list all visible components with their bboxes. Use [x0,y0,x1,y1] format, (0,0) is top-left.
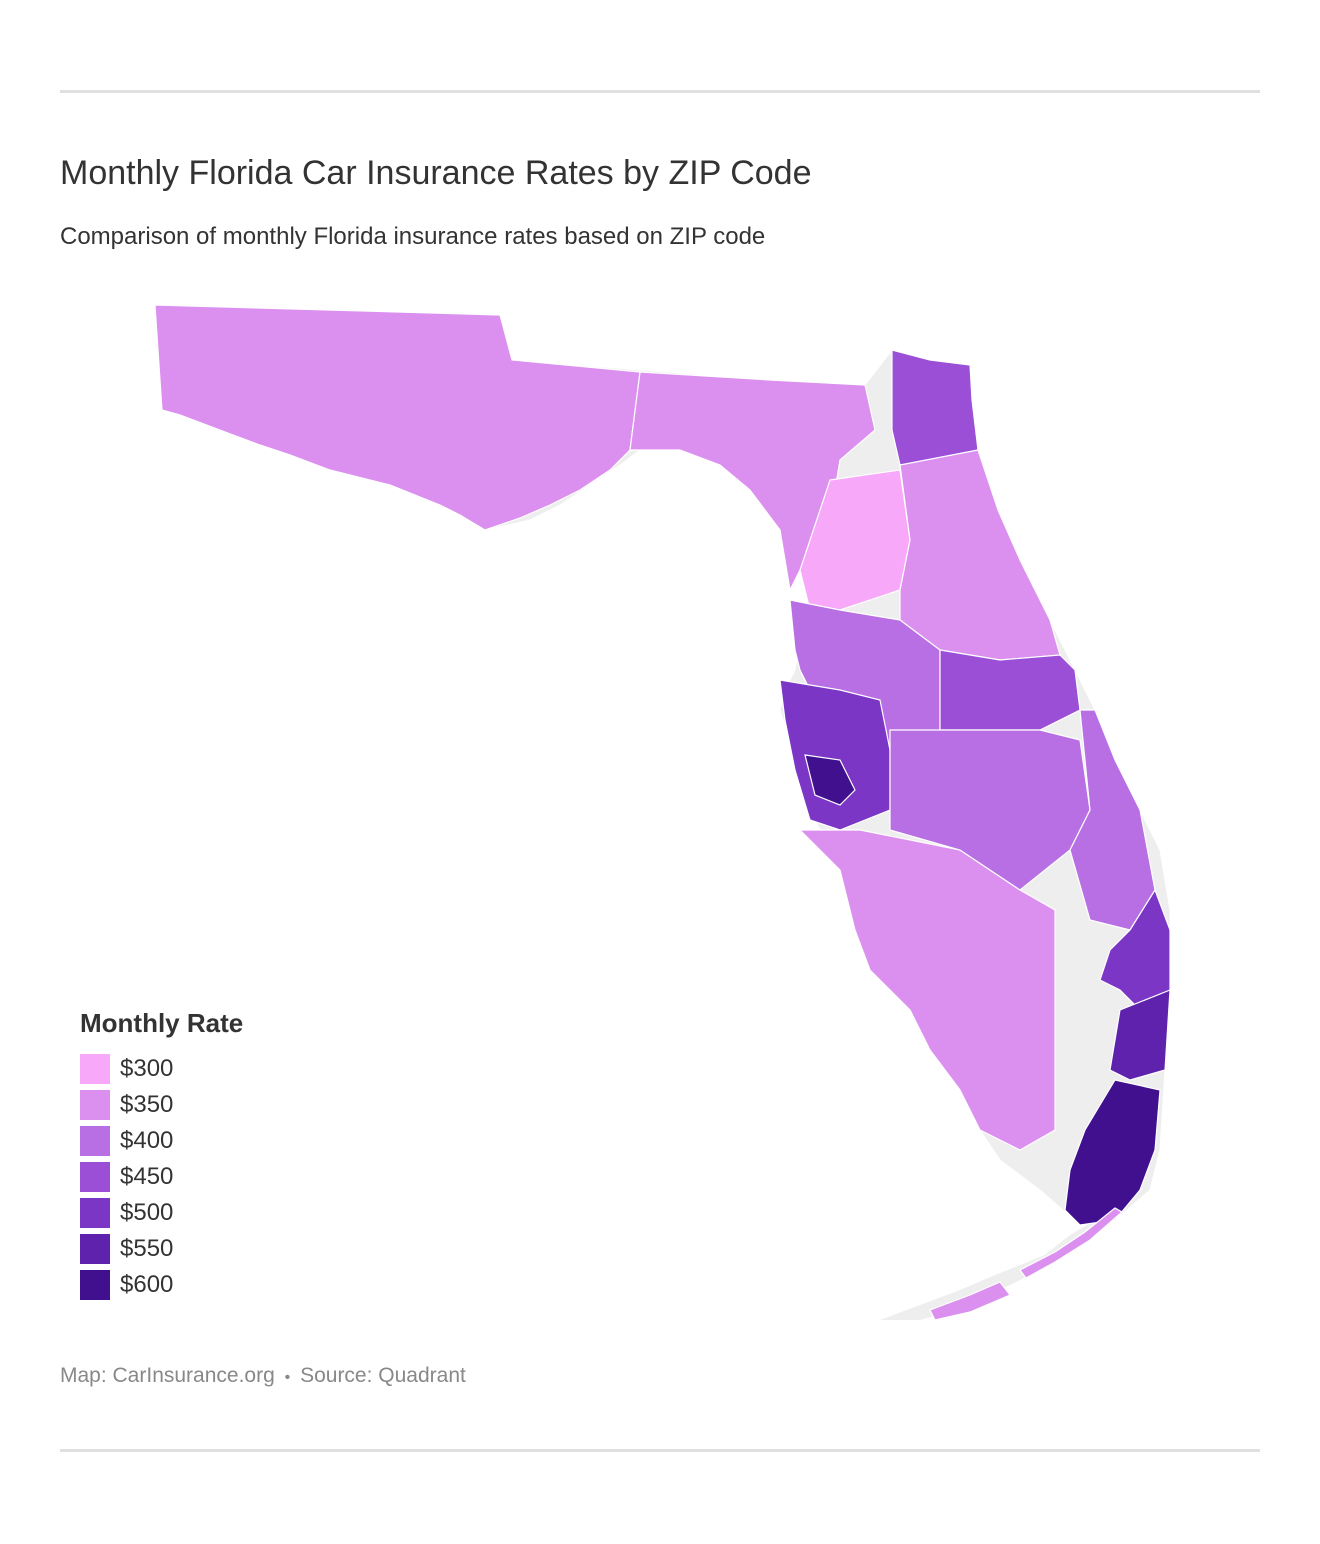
legend-swatch [80,1234,110,1264]
region-jacksonville [891,349,979,466]
legend-label: $400 [120,1127,174,1154]
legend-item-550: $550 [80,1231,340,1267]
legend-item-400: $400 [80,1123,340,1159]
legend-title: Monthly Rate [80,1008,244,1038]
legend-swatch [80,1054,110,1084]
region-panhandle [154,304,641,531]
page-title: Monthly Florida Car Insurance Rates by Z… [60,154,812,192]
legend-swatch [80,1198,110,1228]
region-orlando [939,649,1081,731]
legend-label: $300 [120,1055,174,1082]
source-credit: Source: Quadrant [300,1364,466,1387]
footer-credits: Map: CarInsurance.org • Source: Quadrant [60,1364,466,1388]
legend-label: $500 [120,1199,174,1226]
footer-separator: • [284,1369,291,1386]
florida-map [140,290,1200,1330]
legend-item-350: $350 [80,1087,340,1123]
region-miami-dade [1064,1079,1161,1226]
bottom-divider [60,1449,1260,1452]
region-northeast-coast [899,449,1061,661]
legend-swatch [80,1162,110,1192]
legend-item-500: $500 [80,1195,340,1231]
legend: Monthly Rate $300 $350 $400 $450 $500 $5… [80,1008,340,1303]
region-tampa-bay [779,679,891,831]
region-tampa-core [804,754,856,806]
legend-label: $450 [120,1163,174,1190]
region-keys [929,1207,1124,1321]
legend-swatch [80,1090,110,1120]
top-divider [60,90,1260,93]
florida-map-svg [154,304,1171,1321]
legend-swatch [80,1270,110,1300]
legend-item-450: $450 [80,1159,340,1195]
map-credit: Map: CarInsurance.org [60,1364,275,1387]
page-subtitle: Comparison of monthly Florida insurance … [60,223,766,250]
legend-label: $350 [120,1091,174,1118]
legend-item-600: $600 [80,1267,340,1303]
legend-swatch [80,1126,110,1156]
region-broward [1109,989,1171,1081]
legend-label: $550 [120,1235,174,1262]
legend-label: $600 [120,1271,174,1298]
legend-item-300: $300 [80,1051,340,1087]
